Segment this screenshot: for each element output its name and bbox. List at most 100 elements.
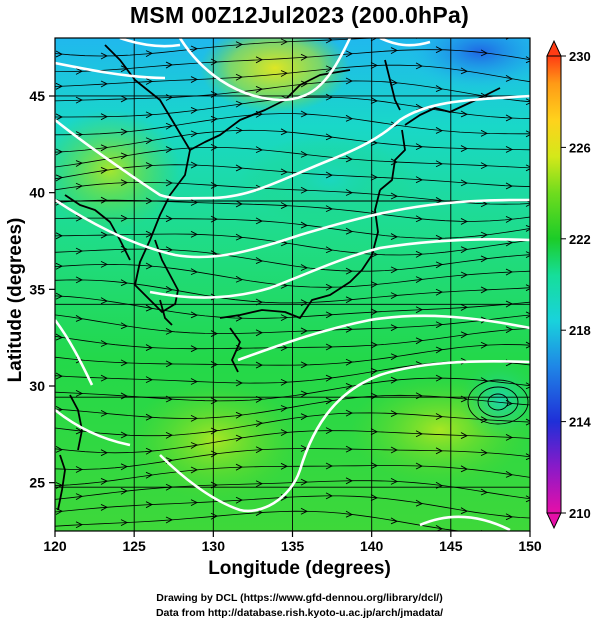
streamline-arrow bbox=[435, 346, 444, 354]
streamline-arrow bbox=[190, 378, 199, 385]
temperature-field bbox=[55, 38, 530, 531]
streamline-arrow bbox=[525, 200, 530, 207]
streamline-arrow bbox=[435, 447, 444, 455]
streamline-arrow bbox=[120, 392, 129, 400]
streamline-arrow bbox=[480, 286, 489, 294]
streamline-arrow bbox=[505, 182, 514, 190]
streamline-arrow bbox=[345, 267, 354, 275]
streamline-arrow bbox=[165, 246, 174, 254]
streamline bbox=[55, 80, 530, 103]
streamline-arrow bbox=[415, 62, 424, 70]
streamline-arrow bbox=[460, 110, 469, 118]
streamline-arrow bbox=[300, 507, 309, 515]
streamline-arrow bbox=[370, 494, 379, 501]
streamline-arrow bbox=[525, 418, 530, 426]
streamline-arrow bbox=[55, 262, 64, 270]
streamline-arrow bbox=[435, 46, 444, 54]
streamline-arrow bbox=[280, 168, 289, 176]
colorbar-tick-label: 218 bbox=[569, 323, 591, 338]
streamline-arrow bbox=[480, 449, 489, 457]
streamline-arrow bbox=[525, 530, 528, 531]
streamline-arrow bbox=[75, 247, 84, 255]
streamline-arrow bbox=[120, 487, 129, 495]
streamline-arrow bbox=[300, 221, 309, 229]
streamline-arrow bbox=[100, 260, 109, 268]
streamline-arrow bbox=[190, 442, 199, 449]
streamline-arrow bbox=[100, 167, 109, 174]
streamline-arrow bbox=[280, 128, 289, 136]
streamline-arrow bbox=[145, 262, 154, 270]
streamline-arrow bbox=[460, 304, 469, 311]
streamline-arrow bbox=[415, 430, 424, 438]
streamline bbox=[55, 248, 530, 272]
streamline-arrow bbox=[505, 239, 514, 247]
streamline-arrow bbox=[525, 284, 530, 292]
streamline-arrow bbox=[345, 296, 354, 304]
streamline-arrow bbox=[300, 264, 309, 271]
streamline-arrow bbox=[370, 308, 379, 316]
streamline-arrow bbox=[165, 61, 174, 69]
streamline-arrow bbox=[280, 405, 289, 412]
streamline-arrow bbox=[460, 331, 469, 339]
streamline-arrow bbox=[325, 205, 334, 213]
streamline-arrow bbox=[120, 431, 129, 439]
streamline-arrow bbox=[255, 420, 264, 428]
streamline-arrow bbox=[370, 392, 379, 400]
colorbar-ticks: 210 214 218 222 226 230 bbox=[561, 49, 591, 521]
streamline-arrow bbox=[505, 326, 514, 334]
y-tick-label: 45 bbox=[29, 88, 45, 104]
streamline-arrow bbox=[300, 390, 309, 398]
streamline-arrow bbox=[300, 478, 309, 486]
streamline-arrow bbox=[415, 250, 424, 258]
streamline-arrow bbox=[525, 164, 530, 172]
streamline-arrow bbox=[505, 114, 514, 122]
streamline-arrow bbox=[255, 329, 264, 337]
streamline-arrow bbox=[145, 447, 154, 455]
streamline-arrow bbox=[390, 324, 399, 332]
streamline-arrow bbox=[505, 268, 514, 276]
streamline-arrow bbox=[120, 179, 129, 187]
streamline-arrow bbox=[415, 215, 424, 223]
streamline-arrow bbox=[280, 202, 289, 209]
x-axis-label: Longitude (degrees) bbox=[208, 558, 391, 579]
streamline-arrow bbox=[390, 376, 399, 384]
streamline-arrow bbox=[100, 478, 109, 485]
streamline-arrow bbox=[325, 462, 334, 470]
streamline-arrow bbox=[460, 179, 469, 187]
streamline-arrow bbox=[165, 516, 174, 524]
streamline-arrow bbox=[235, 463, 244, 471]
streamline-arrow bbox=[145, 304, 154, 312]
streamline-arrow bbox=[435, 321, 444, 329]
streamline-arrow bbox=[75, 466, 84, 473]
streamline-arrow bbox=[415, 176, 424, 184]
colorbar-tick-label: 226 bbox=[569, 140, 591, 155]
streamline-arrow bbox=[460, 67, 469, 75]
streamline-arrow bbox=[461, 31, 467, 37]
streamline-arrow bbox=[300, 53, 309, 61]
streamline-arrow bbox=[300, 151, 309, 158]
streamline-arrow bbox=[100, 409, 109, 417]
streamline-arrow bbox=[435, 85, 444, 92]
streamline-arrow bbox=[235, 200, 244, 208]
streamline-arrow bbox=[190, 107, 199, 114]
streamline-arrow bbox=[460, 246, 469, 254]
streamline-arrow bbox=[145, 376, 154, 384]
x-tick-label: 130 bbox=[202, 538, 226, 554]
streamline-arrow bbox=[255, 480, 264, 488]
streamline-arrow bbox=[55, 113, 64, 121]
x-tick-label: 150 bbox=[518, 538, 542, 554]
streamline-arrow bbox=[415, 392, 424, 400]
streamline-arrow bbox=[100, 297, 109, 305]
streamline-arrow bbox=[100, 196, 109, 204]
streamline-arrow bbox=[525, 130, 530, 138]
x-tick-label: 145 bbox=[439, 538, 463, 554]
streamline-arrow bbox=[390, 158, 399, 166]
streamline-arrow bbox=[370, 173, 379, 181]
streamline-arrow bbox=[345, 409, 354, 417]
streamline-arrow bbox=[145, 501, 154, 509]
streamline-arrow bbox=[120, 214, 129, 222]
grid-lines bbox=[55, 38, 530, 531]
streamline-arrow bbox=[255, 257, 264, 264]
streamline-arrow bbox=[190, 130, 199, 138]
